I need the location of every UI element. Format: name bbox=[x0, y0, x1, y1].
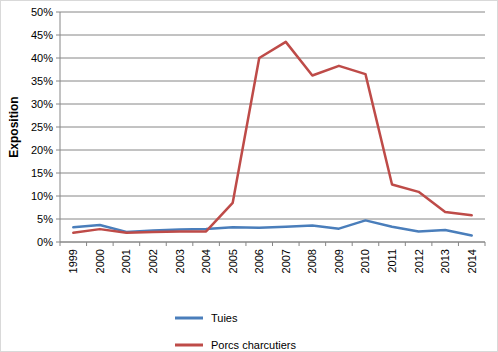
y-tick-label: 15% bbox=[31, 167, 53, 179]
y-axis bbox=[60, 12, 61, 242]
grid-line bbox=[60, 150, 485, 151]
chart: 0% 5% 10% 15% 20% 25% 30% 35% 40% 45% 50% 1999 2000 2… bbox=[0, 0, 498, 352]
x-tick-label: 2012 bbox=[413, 249, 425, 273]
plot-area bbox=[73, 42, 471, 236]
grid-line bbox=[60, 104, 485, 105]
y-tick bbox=[56, 196, 60, 197]
y-tick bbox=[56, 173, 60, 174]
x-tick-label: 2010 bbox=[359, 249, 371, 273]
x-tick-label: 2007 bbox=[280, 249, 292, 273]
grid-line bbox=[60, 58, 485, 59]
x-tick bbox=[245, 242, 246, 246]
grid-line bbox=[60, 12, 485, 13]
x-tick-label: 2011 bbox=[386, 249, 398, 273]
y-tick-label: 0% bbox=[37, 236, 53, 248]
grid-line bbox=[60, 219, 485, 220]
x-tick-label: 2009 bbox=[333, 249, 345, 273]
legend-swatch bbox=[175, 317, 203, 320]
legend-label: Tuies bbox=[211, 312, 238, 324]
y-tick-label: 10% bbox=[31, 190, 53, 202]
x-tick-label: 2001 bbox=[120, 249, 132, 273]
series-line bbox=[73, 42, 471, 233]
y-tick bbox=[56, 242, 60, 243]
x-tick-label: 2000 bbox=[94, 249, 106, 273]
x-tick bbox=[405, 242, 406, 246]
y-tick-label: 25% bbox=[31, 121, 53, 133]
legend-swatch bbox=[175, 344, 203, 347]
x-tick bbox=[219, 242, 220, 246]
y-tick bbox=[56, 150, 60, 151]
y-tick bbox=[56, 127, 60, 128]
x-tick-label: 2008 bbox=[306, 249, 318, 273]
x-tick bbox=[325, 242, 326, 246]
y-tick bbox=[56, 81, 60, 82]
y-axis-label: Exposition bbox=[7, 96, 21, 157]
x-tick bbox=[272, 242, 273, 246]
y-tick-label: 50% bbox=[31, 6, 53, 18]
y-tick-label: 40% bbox=[31, 52, 53, 64]
grid-line bbox=[60, 196, 485, 197]
y-tick bbox=[56, 35, 60, 36]
grid-line bbox=[60, 173, 485, 174]
y-tick bbox=[56, 58, 60, 59]
x-tick bbox=[86, 242, 87, 246]
x-tick-label: 2014 bbox=[466, 249, 478, 273]
y-tick-label: 45% bbox=[31, 29, 53, 41]
x-tick-label: 1999 bbox=[67, 249, 79, 273]
x-tick-label: 2006 bbox=[253, 249, 265, 273]
x-tick bbox=[485, 242, 486, 246]
grid-line bbox=[60, 81, 485, 82]
x-tick bbox=[431, 242, 432, 246]
x-tick-label: 2003 bbox=[174, 249, 186, 273]
x-tick bbox=[352, 242, 353, 246]
x-tick bbox=[378, 242, 379, 246]
x-tick-label: 2005 bbox=[227, 249, 239, 273]
y-tick bbox=[56, 104, 60, 105]
x-tick bbox=[113, 242, 114, 246]
x-tick bbox=[192, 242, 193, 246]
legend-label: Porcs charcutiers bbox=[211, 339, 296, 351]
y-tick-label: 5% bbox=[37, 213, 53, 225]
grid-line bbox=[60, 127, 485, 128]
x-tick bbox=[60, 242, 61, 246]
y-tick-label: 30% bbox=[31, 98, 53, 110]
x-tick bbox=[166, 242, 167, 246]
y-tick bbox=[56, 219, 60, 220]
grid-line bbox=[60, 35, 485, 36]
x-tick bbox=[139, 242, 140, 246]
x-tick-label: 2002 bbox=[147, 249, 159, 273]
y-tick bbox=[56, 12, 60, 13]
chart-frame bbox=[1, 1, 498, 352]
y-tick-label: 20% bbox=[31, 144, 53, 156]
x-tick bbox=[299, 242, 300, 246]
y-tick-label: 35% bbox=[31, 75, 53, 87]
x-tick-label: 2004 bbox=[200, 249, 212, 273]
x-tick-label: 2013 bbox=[439, 249, 451, 273]
x-tick bbox=[458, 242, 459, 246]
